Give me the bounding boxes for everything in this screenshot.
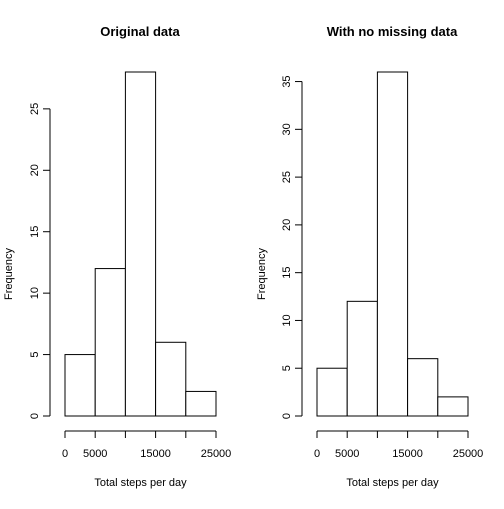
chart1-y-tick-label: 0 <box>29 413 41 419</box>
chart1-x-tick-label: 15000 <box>140 448 171 460</box>
chart2-title: With no missing data <box>327 24 458 39</box>
chart2-x-tick-label: 5000 <box>335 448 359 460</box>
chart1-x-tick-label: 0 <box>62 448 68 460</box>
chart1-x-tick-label: 25000 <box>201 448 232 460</box>
chart1-bar <box>94 268 126 417</box>
chart2-bar <box>437 396 469 417</box>
chart2-y-tick-label: 0 <box>281 413 293 419</box>
chart1-y-tick-label: 20 <box>29 164 41 176</box>
chart2-x-tick-label: 15000 <box>392 448 423 460</box>
chart2-x-tick-label: 0 <box>314 448 320 460</box>
chart1-y-tick-label: 10 <box>29 287 41 299</box>
chart1-bar <box>124 71 157 417</box>
chart2-y-tick-label: 10 <box>281 314 293 326</box>
chart1-y-tick-label: 5 <box>29 352 41 358</box>
chart2-y-axis-label: Frequency <box>256 248 268 300</box>
chart1-x-tick-label: 5000 <box>83 448 107 460</box>
chart2-y-tick-label: 15 <box>281 267 293 279</box>
chart1-bar <box>155 341 187 417</box>
chart1-y-axis-label: Frequency <box>3 248 15 300</box>
chart1-y-tick-label: 25 <box>29 103 41 115</box>
chart2-y-tick-label: 25 <box>281 171 293 183</box>
chart2-x-axis-label: Total steps per day <box>346 477 439 489</box>
chart2-bar <box>376 71 409 417</box>
chart2-bar <box>346 300 378 417</box>
chart2-y-tick-label: 20 <box>281 219 293 231</box>
chart2-x-tick-label: 25000 <box>453 448 484 460</box>
chart1-x-axis-label: Total steps per day <box>94 477 187 489</box>
chart2-y-tick-label: 5 <box>281 365 293 371</box>
chart1-bar <box>64 354 96 417</box>
chart2-y-tick-label: 30 <box>281 123 293 135</box>
chart2-bar <box>316 367 348 417</box>
chart1-bar <box>185 390 217 417</box>
chart1-y-tick-label: 15 <box>29 226 41 238</box>
chart2-bar <box>407 358 439 417</box>
chart2-y-tick-label: 35 <box>281 75 293 87</box>
chart1-title: Original data <box>100 24 180 39</box>
